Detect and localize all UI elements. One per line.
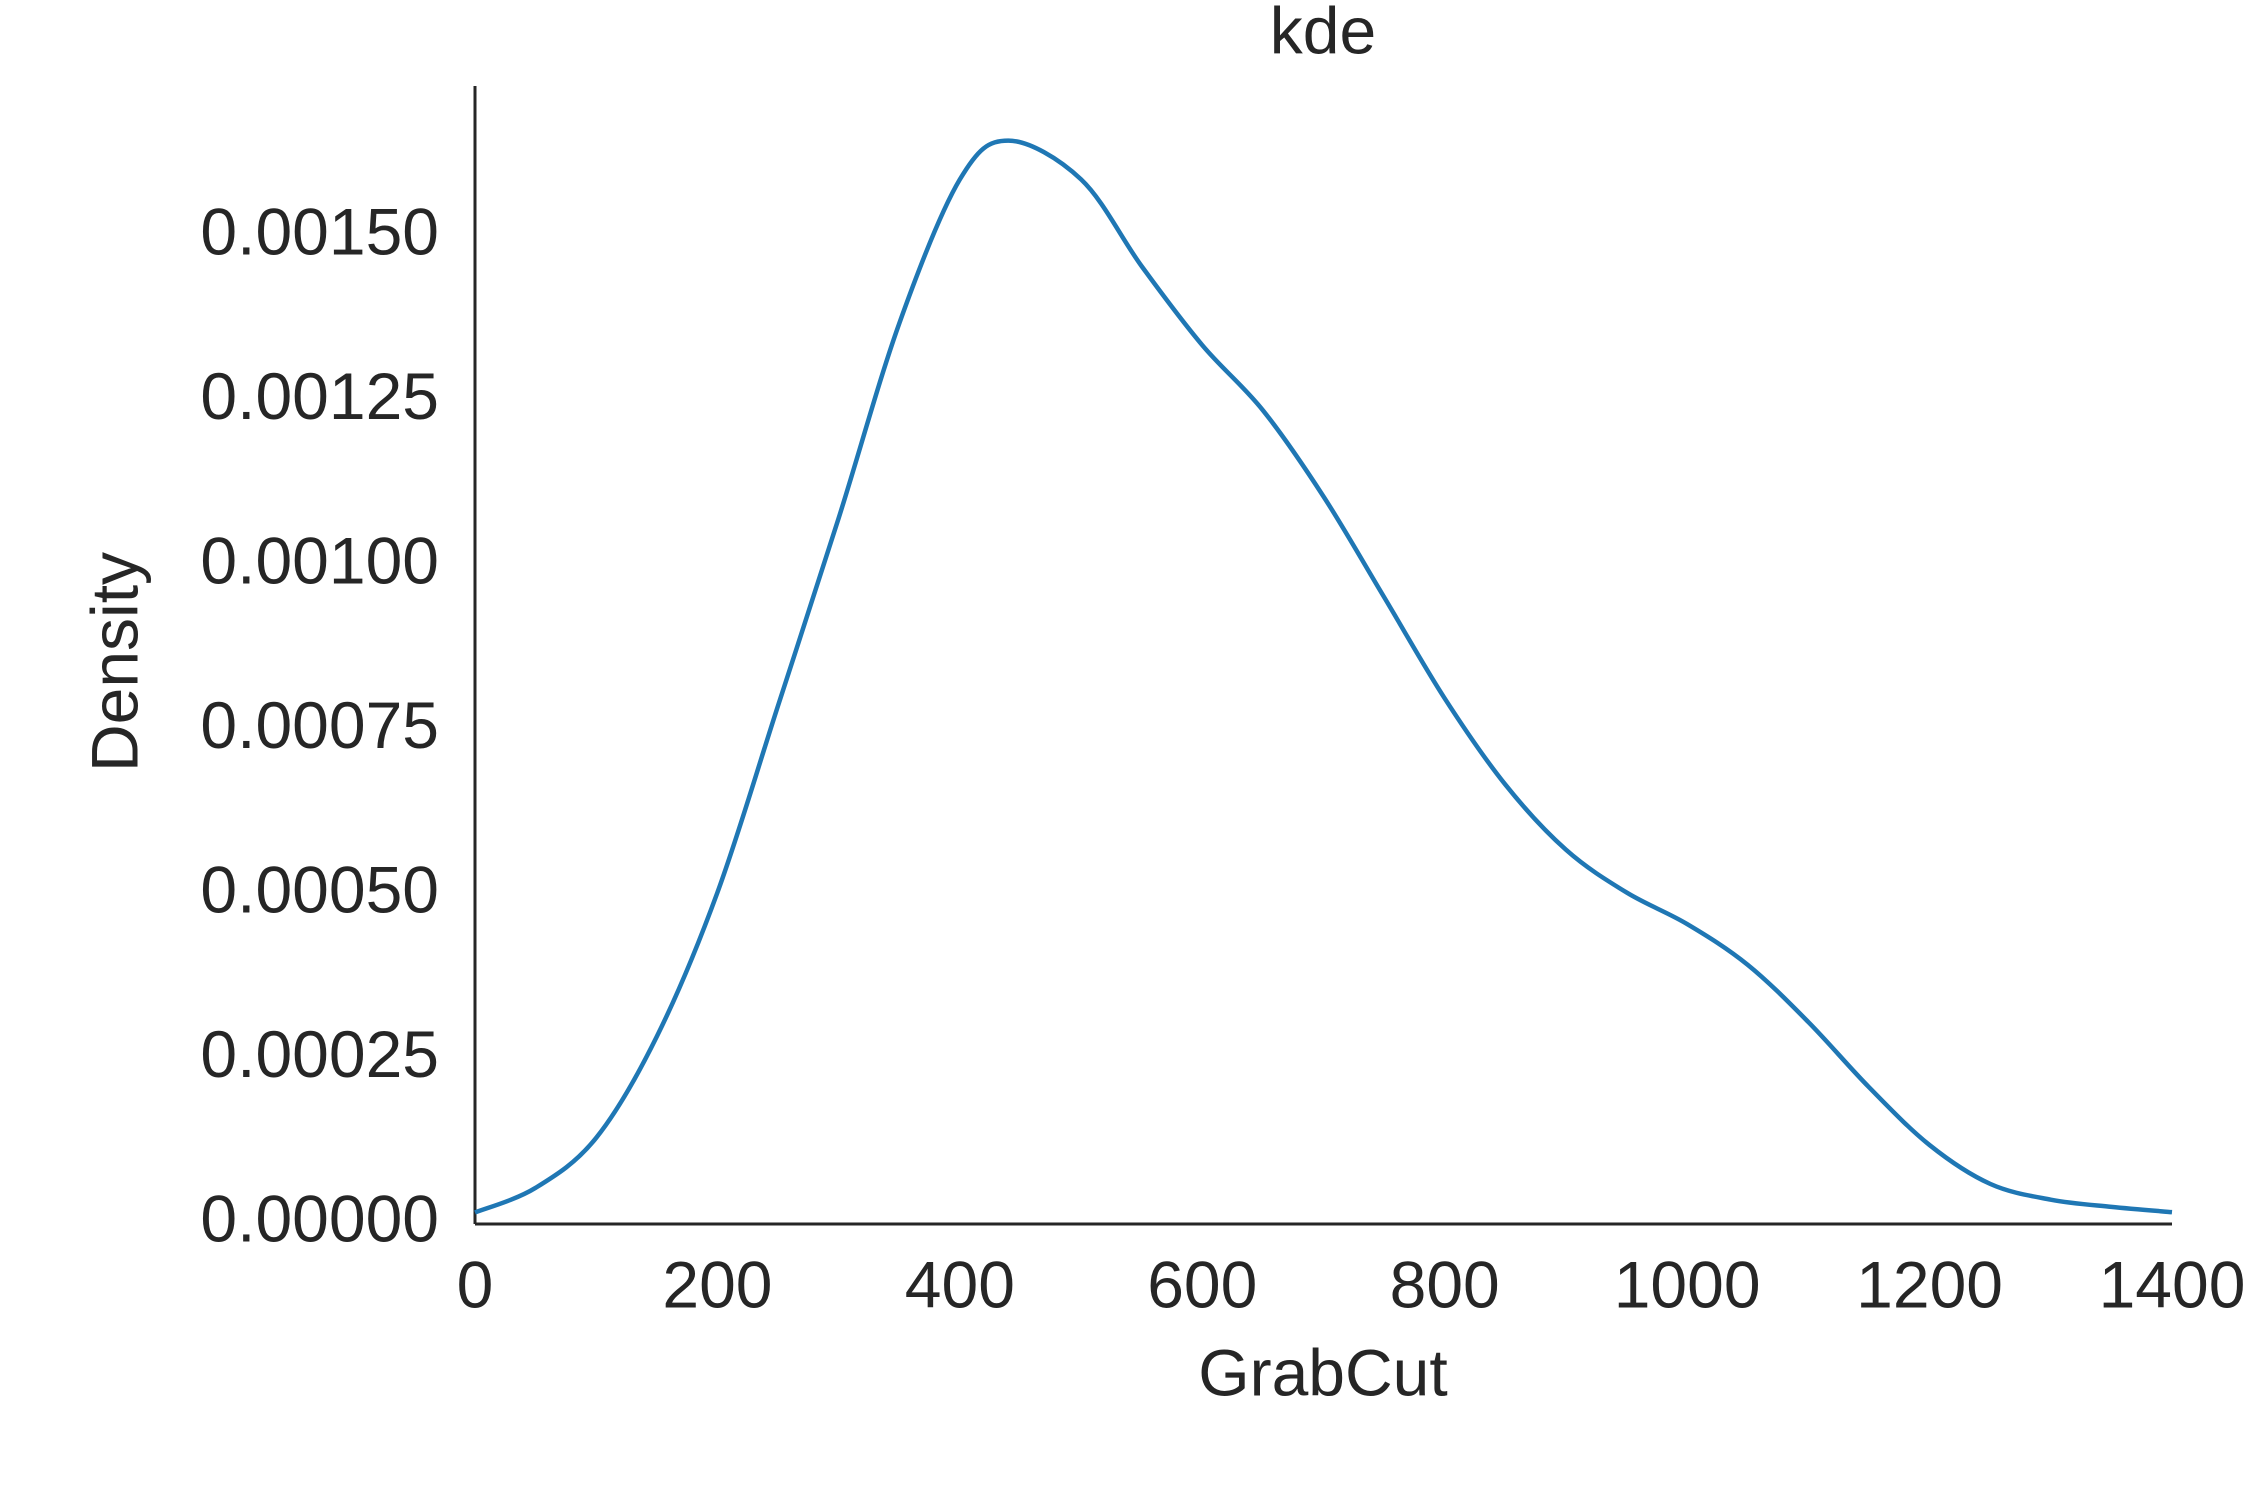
y-tick-label: 0.00025 <box>200 1017 439 1091</box>
y-axis-label: Density <box>77 552 151 772</box>
x-tick-label: 200 <box>662 1247 772 1321</box>
y-tick-label: 0.00050 <box>200 853 439 927</box>
y-tick-label: 0.00125 <box>200 359 439 433</box>
y-tick-label: 0.00100 <box>200 524 439 598</box>
x-tick-label: 0 <box>457 1247 494 1321</box>
x-tick-label: 400 <box>905 1247 1015 1321</box>
x-tick-label: 1000 <box>1614 1247 1761 1321</box>
y-tick-label: 0.00075 <box>200 688 439 762</box>
density-line <box>474 138 2173 1215</box>
x-tick-label: 1400 <box>2099 1247 2246 1321</box>
chart-title: kde <box>1270 0 1376 67</box>
y-tick-label: 0.00150 <box>200 195 439 269</box>
x-tick-label: 1200 <box>1856 1247 2003 1321</box>
x-tick-label: 800 <box>1390 1247 1500 1321</box>
x-axis-label: GrabCut <box>1198 1335 1447 1409</box>
y-tick-label: 0.00000 <box>200 1181 439 1255</box>
x-tick-label: 600 <box>1147 1247 1257 1321</box>
